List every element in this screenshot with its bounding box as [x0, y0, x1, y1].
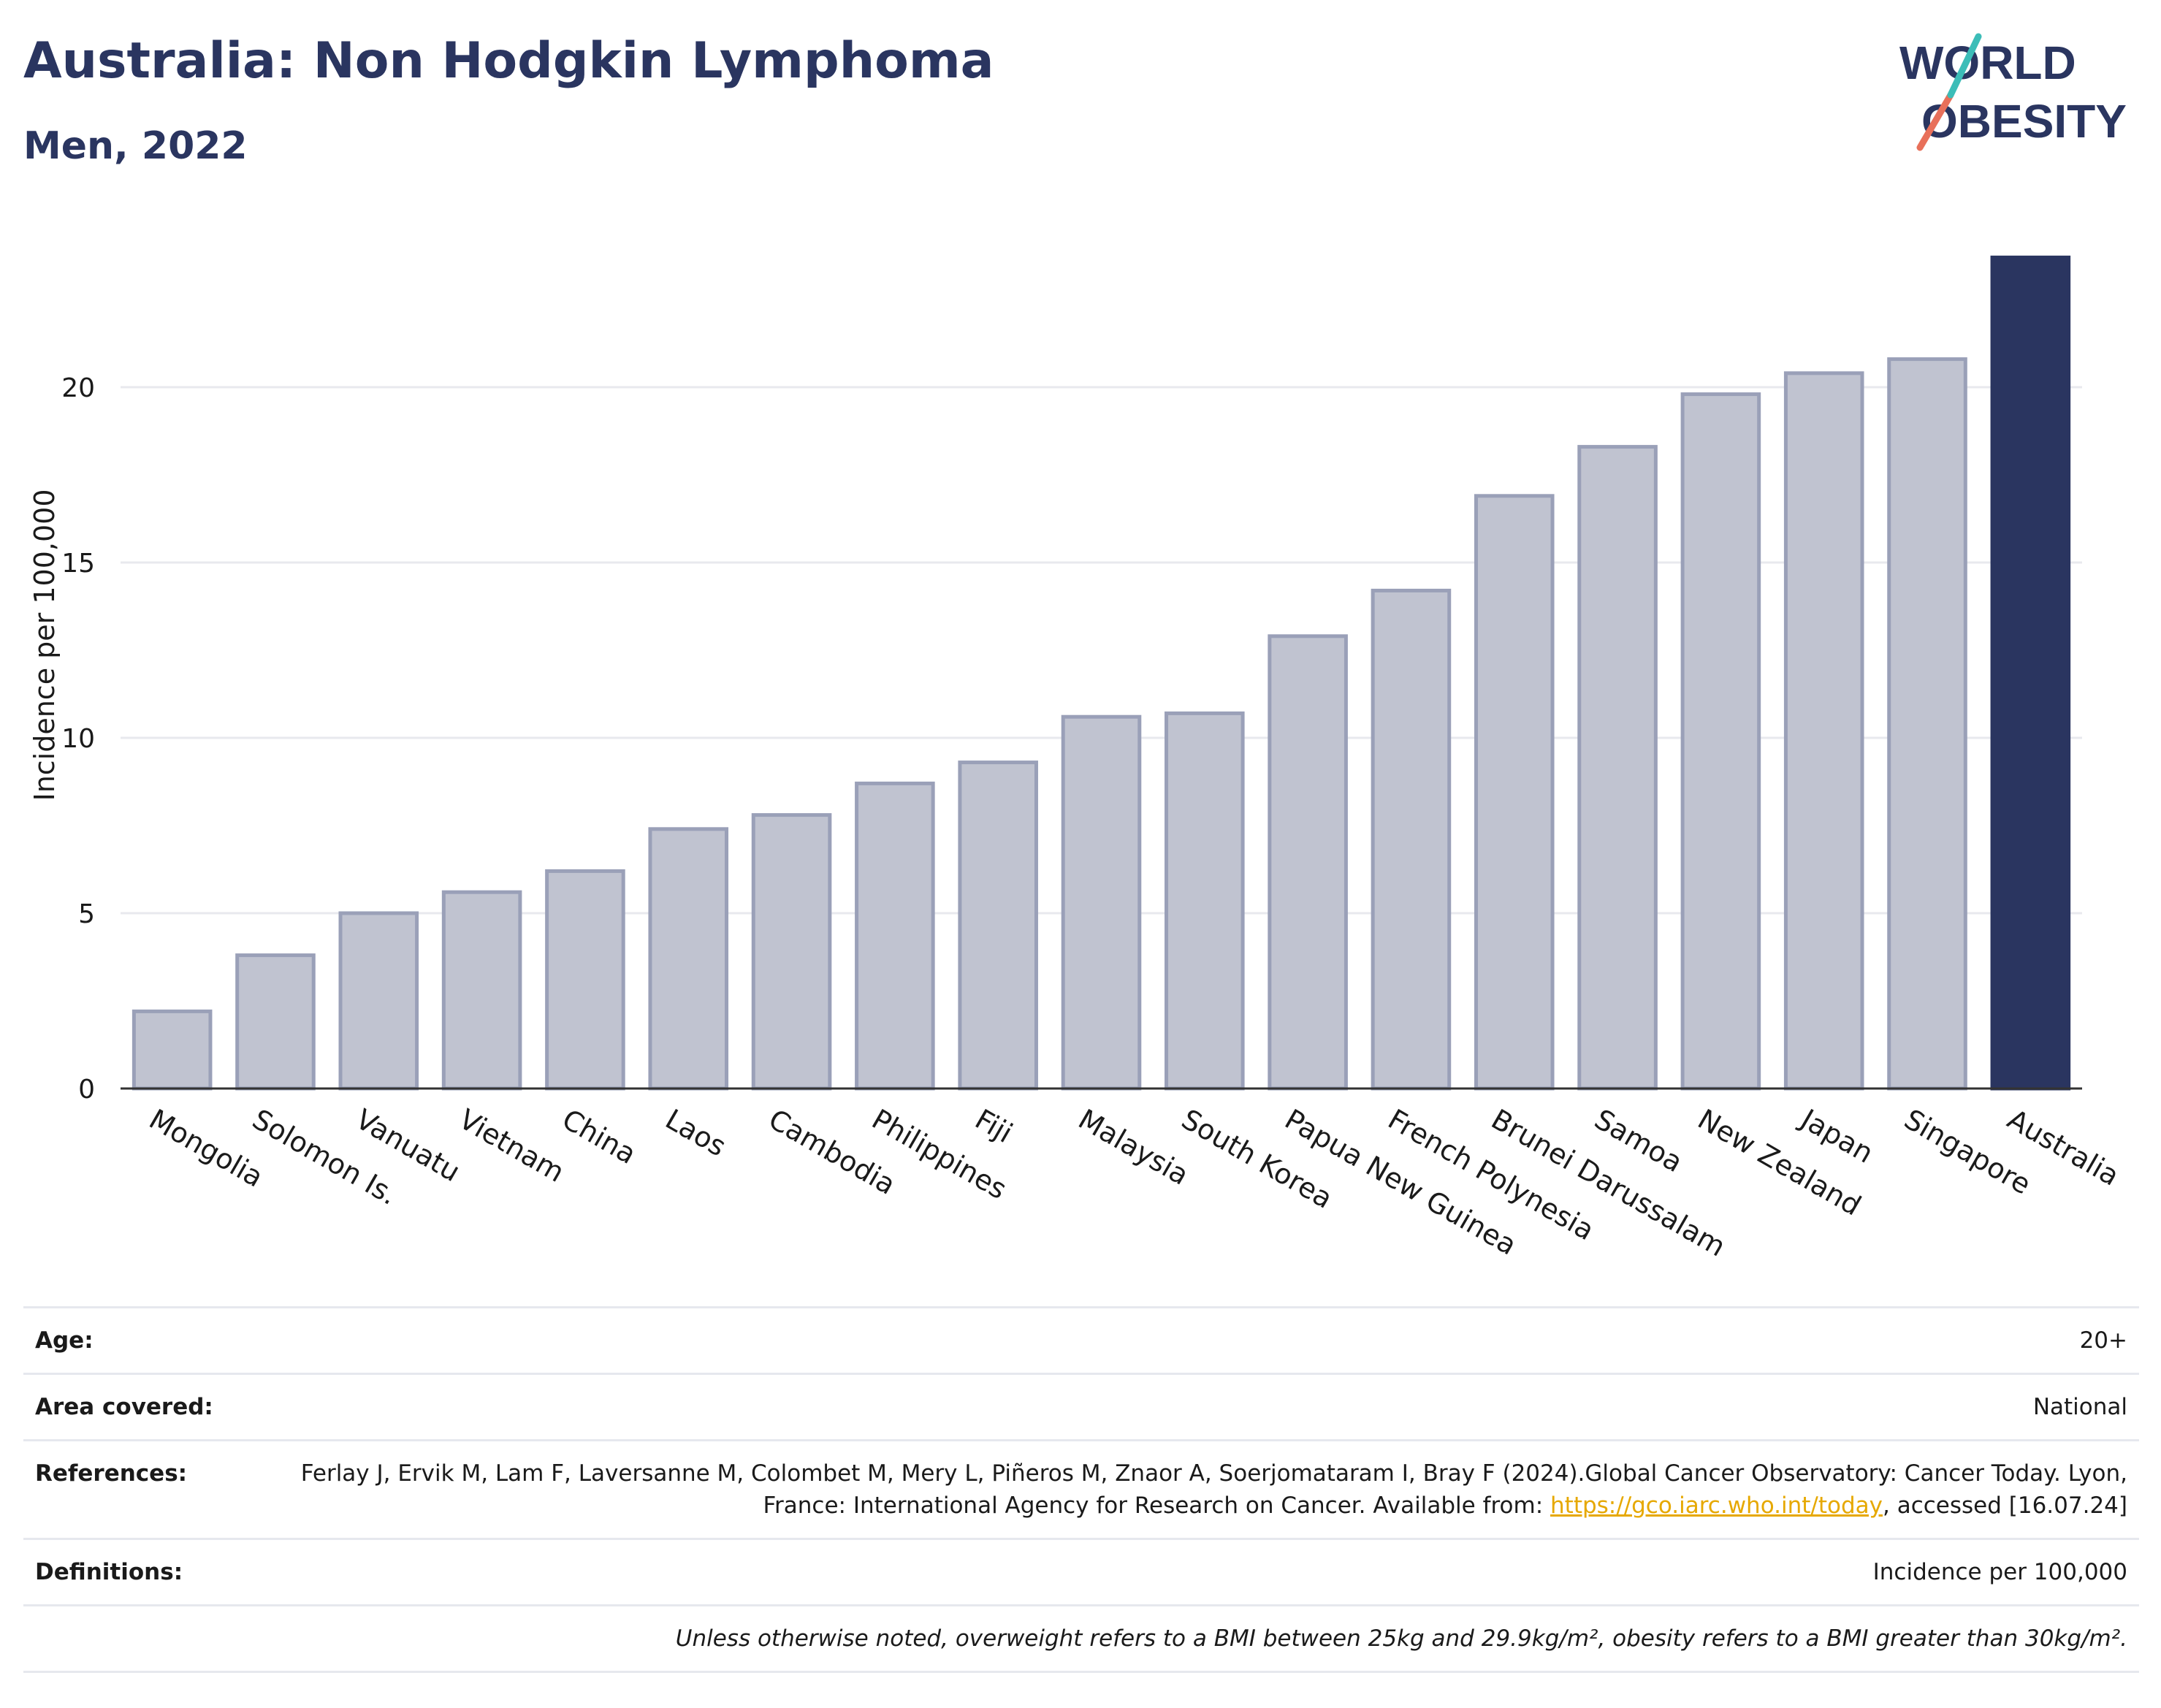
bar [1990, 255, 2071, 1091]
bar [1887, 357, 1967, 1091]
logo-line1: WORLD [1899, 37, 2076, 89]
x-tick-label: Vietnam [454, 1103, 570, 1189]
y-tick-label: 10 [61, 724, 95, 754]
bar [1577, 445, 1658, 1091]
y-tick-label: 15 [61, 549, 95, 579]
x-tick-label: Malaysia [1073, 1103, 1194, 1192]
bar [958, 760, 1038, 1091]
y-tick-label: 20 [61, 373, 95, 403]
bar [441, 890, 522, 1091]
world-obesity-logo: WORLD OBESITY [1899, 33, 2127, 151]
bar [855, 781, 935, 1091]
area-label: Area covered: [35, 1394, 213, 1420]
metadata-table: Age: 20+ Area covered: National Referenc… [23, 1306, 2139, 1673]
bar [751, 813, 832, 1091]
logo-slash-red [1916, 91, 1954, 151]
bar [545, 869, 625, 1091]
bar [338, 911, 419, 1091]
meta-row-references: References: Ferlay J, Ervik M, Lam F, La… [23, 1439, 2139, 1538]
age-value: 20+ [2079, 1327, 2127, 1354]
bar [1268, 634, 1348, 1091]
y-tick-labels: 0 5 10 15 20 [61, 373, 95, 1105]
x-tick-label: Laos [660, 1103, 731, 1163]
bmi-note: Unless otherwise noted, overweight refer… [675, 1625, 2127, 1652]
references-accessed: , accessed [16.07.24] [1882, 1492, 2127, 1519]
definitions-label: Definitions: [35, 1559, 183, 1585]
bar [1783, 371, 1864, 1091]
y-tick-label: 5 [78, 899, 95, 929]
page-subtitle: Men, 2022 [23, 124, 248, 168]
bar [648, 827, 729, 1091]
y-axis-label: Incidence per 100,000 [28, 489, 61, 801]
references-value: Ferlay J, Ervik M, Lam F, Laversanne M, … [216, 1457, 2127, 1522]
bar [1061, 714, 1142, 1091]
references-link[interactable]: https://gco.iarc.who.int/today [1550, 1492, 1883, 1519]
age-label: Age: [35, 1327, 94, 1354]
references-text: Ferlay J, Ervik M, Lam F, Laversanne M, … [300, 1460, 2127, 1519]
meta-row-note: Unless otherwise noted, overweight refer… [23, 1604, 2139, 1673]
definitions-value: Incidence per 100,000 [1872, 1559, 2127, 1585]
meta-row-age: Age: 20+ [23, 1306, 2139, 1373]
logo-line2: OBESITY [1921, 95, 2127, 148]
bar [1371, 588, 1452, 1091]
meta-row-definitions: Definitions: Incidence per 100,000 [23, 1538, 2139, 1604]
bar-layer [121, 255, 2082, 1091]
x-tick-label: Fiji [969, 1103, 1018, 1149]
page-title: Australia: Non Hodgkin Lymphoma [23, 32, 994, 90]
area-value: National [2032, 1394, 2127, 1420]
meta-row-area: Area covered: National [23, 1373, 2139, 1439]
bar [1680, 392, 1761, 1091]
references-label: References: [35, 1460, 188, 1487]
bar [1165, 711, 1245, 1091]
bar [235, 953, 316, 1091]
logo-slash-teal [1947, 33, 1982, 99]
bar [1474, 494, 1555, 1091]
x-tick-label: Mongolia [144, 1103, 269, 1194]
bar [132, 1009, 213, 1091]
y-tick-label: 0 [78, 1075, 95, 1105]
